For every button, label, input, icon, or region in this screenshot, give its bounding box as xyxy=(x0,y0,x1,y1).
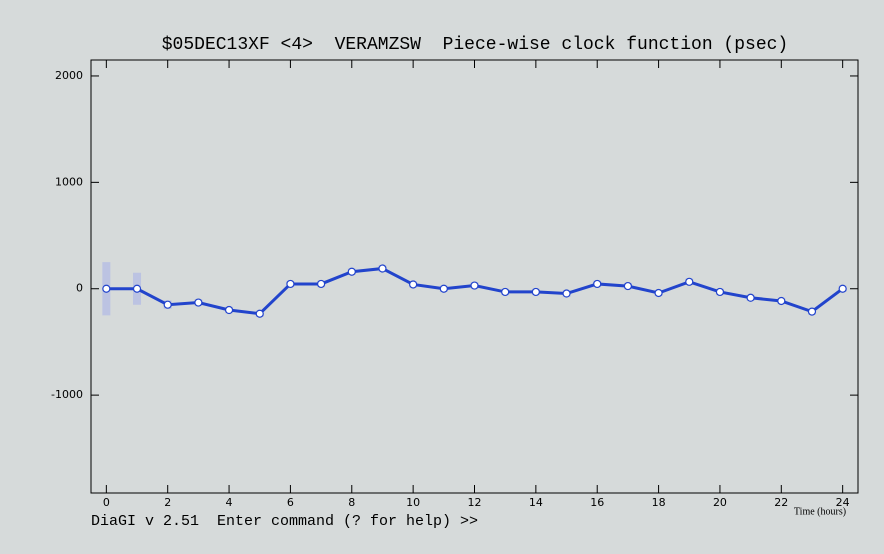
data-point xyxy=(531,287,540,297)
x-tick-label: 4 xyxy=(226,496,233,509)
data-point xyxy=(224,305,234,315)
x-tick-label: 14 xyxy=(529,496,543,509)
x-tick-label: 6 xyxy=(287,496,294,509)
data-point xyxy=(317,279,326,289)
data-point xyxy=(347,267,356,276)
data-point xyxy=(194,298,203,307)
x-axis-label: Time (hours) xyxy=(794,506,846,517)
data-point xyxy=(501,287,510,297)
data-point xyxy=(470,281,479,290)
y-tick-label: 1000 xyxy=(55,175,83,188)
x-tick-label: 8 xyxy=(348,496,355,509)
data-point xyxy=(378,264,387,273)
data-point xyxy=(654,288,663,298)
data-point xyxy=(715,287,725,297)
data-point xyxy=(163,300,172,309)
y-tick-label: 0 xyxy=(76,282,83,295)
y-tick-label: -1000 xyxy=(51,388,83,401)
x-tick-label: 12 xyxy=(468,496,482,509)
x-tick-label: 2 xyxy=(164,496,171,509)
y-tick-label: 2000 xyxy=(55,69,83,82)
data-point xyxy=(623,281,633,291)
data-point xyxy=(807,307,817,316)
x-tick-label: 0 xyxy=(103,496,110,509)
command-prompt: DiaGI v 2.51 Enter command (? for help) … xyxy=(91,513,478,530)
x-tick-label: 20 xyxy=(713,496,727,509)
x-tick-label: 10 xyxy=(406,496,420,509)
data-point xyxy=(132,284,142,293)
data-point xyxy=(439,284,448,293)
data-point xyxy=(409,280,418,289)
data-point xyxy=(777,296,786,306)
data-point xyxy=(562,289,571,298)
chart-title: $05DEC13XF <4> VERAMZSW Piece-wise clock… xyxy=(162,35,789,55)
data-point xyxy=(286,279,295,289)
data-point xyxy=(746,293,755,302)
data-point xyxy=(838,284,847,293)
x-tick-label: 24 xyxy=(836,496,850,509)
data-point xyxy=(255,309,264,318)
x-tick-label: 18 xyxy=(652,496,666,509)
x-tick-label: 22 xyxy=(774,496,788,509)
data-point xyxy=(102,284,111,293)
data-point xyxy=(593,279,602,289)
data-point xyxy=(685,277,694,286)
x-tick-label: 16 xyxy=(590,496,604,509)
